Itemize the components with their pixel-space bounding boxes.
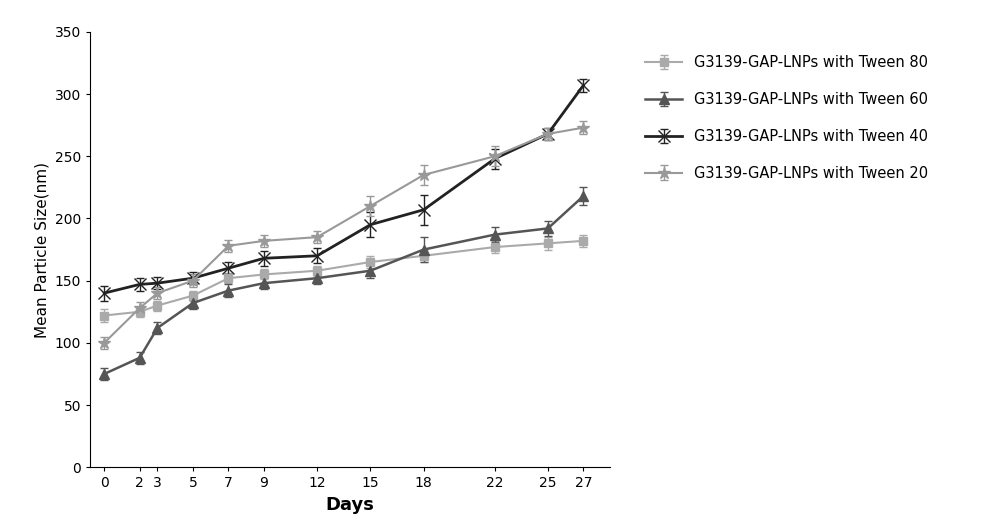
Legend: G3139-GAP-LNPs with Tween 80, G3139-GAP-LNPs with Tween 60, G3139-GAP-LNPs with : G3139-GAP-LNPs with Tween 80, G3139-GAP-…: [638, 48, 935, 188]
Y-axis label: Mean Particle Size(nm): Mean Particle Size(nm): [34, 161, 49, 338]
X-axis label: Days: Days: [326, 496, 374, 514]
